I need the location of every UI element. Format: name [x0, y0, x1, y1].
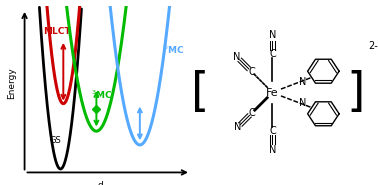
- Text: 2-: 2-: [369, 41, 378, 51]
- Text: $^3$MC: $^3$MC: [91, 89, 112, 101]
- Text: ]: ]: [347, 70, 365, 115]
- Text: $^5$MC: $^5$MC: [163, 44, 184, 56]
- Text: Energy: Energy: [7, 67, 16, 99]
- Text: Fe: Fe: [266, 88, 279, 97]
- Text: MLCT: MLCT: [43, 27, 71, 36]
- Text: N: N: [234, 122, 242, 132]
- Text: N: N: [269, 30, 276, 40]
- Text: N: N: [299, 98, 306, 108]
- Text: N: N: [269, 145, 276, 155]
- Text: GS: GS: [49, 136, 61, 145]
- Text: N: N: [299, 77, 306, 87]
- Text: C: C: [249, 108, 256, 118]
- Text: N: N: [233, 52, 241, 62]
- Text: C: C: [269, 49, 276, 59]
- Text: C: C: [248, 67, 255, 77]
- Text: $\mathrm{d_{Fe\text{-}L}}$: $\mathrm{d_{Fe\text{-}L}}$: [97, 179, 118, 185]
- Text: C: C: [269, 126, 276, 136]
- Text: [: [: [191, 70, 209, 115]
